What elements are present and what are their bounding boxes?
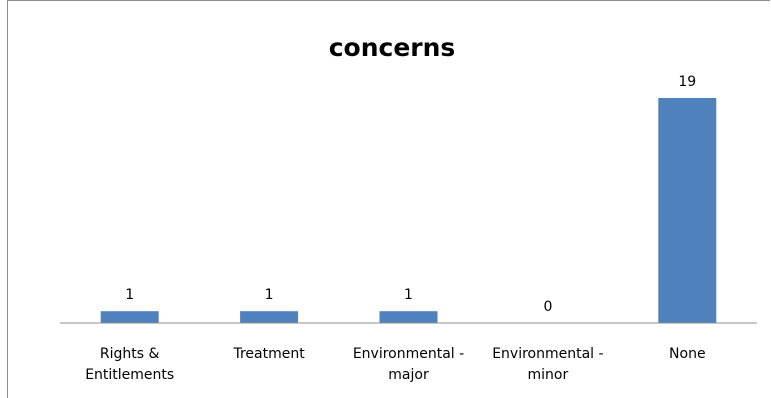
data-label-4: 19 bbox=[678, 74, 696, 90]
category-label-0-line-0: Rights & bbox=[100, 346, 160, 362]
data-label-1: 1 bbox=[265, 287, 274, 303]
data-label-3: 0 bbox=[543, 299, 552, 315]
bar-4 bbox=[658, 98, 717, 323]
category-label-2-line-0: Environmental - bbox=[353, 346, 464, 362]
chart-title: concerns bbox=[329, 33, 456, 62]
bars-group bbox=[100, 98, 717, 323]
category-label-2: Environmental - major bbox=[353, 346, 464, 383]
bar-0 bbox=[100, 311, 159, 323]
category-labels-group: Rights & Entitlements Treatment Environment… bbox=[85, 346, 705, 383]
bar-1 bbox=[240, 311, 299, 323]
category-label-3-line-0: Environmental - bbox=[492, 346, 603, 362]
category-label-4: None bbox=[669, 346, 706, 362]
data-label-0: 1 bbox=[125, 287, 134, 303]
bar-2 bbox=[379, 311, 438, 323]
category-label-0-line-1: Entitlements bbox=[85, 367, 174, 383]
category-label-0: Rights & Entitlements bbox=[85, 346, 174, 383]
category-label-2-line-1: major bbox=[388, 367, 429, 383]
category-label-3-line-1: minor bbox=[528, 367, 569, 383]
chart-frame bbox=[7, 0, 770, 398]
category-label-1-line-0: Treatment bbox=[232, 346, 305, 362]
data-label-2: 1 bbox=[404, 287, 413, 303]
category-label-1: Treatment bbox=[232, 346, 305, 362]
category-label-3: Environmental - minor bbox=[492, 346, 603, 383]
category-label-4-line-0: None bbox=[669, 346, 706, 362]
